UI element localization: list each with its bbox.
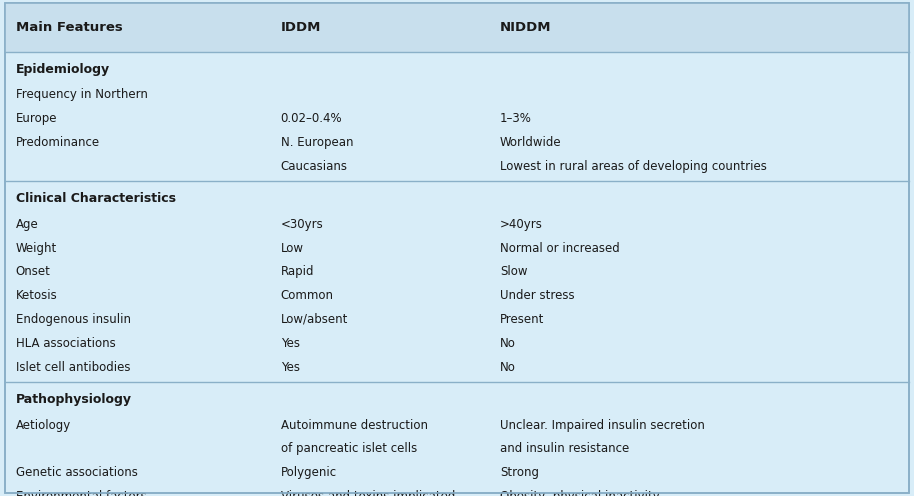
Text: NIDDM: NIDDM <box>500 21 551 34</box>
Text: Age: Age <box>16 218 38 231</box>
Text: Unclear. Impaired insulin secretion: Unclear. Impaired insulin secretion <box>500 419 705 432</box>
Text: Low: Low <box>281 242 303 254</box>
Text: Islet cell antibodies: Islet cell antibodies <box>16 361 130 373</box>
FancyBboxPatch shape <box>5 3 909 52</box>
Text: 0.02–0.4%: 0.02–0.4% <box>281 112 342 125</box>
Text: and insulin resistance: and insulin resistance <box>500 442 629 455</box>
Text: of pancreatic islet cells: of pancreatic islet cells <box>281 442 417 455</box>
Text: Weight: Weight <box>16 242 57 254</box>
Text: IDDM: IDDM <box>281 21 321 34</box>
Text: Rapid: Rapid <box>281 265 314 278</box>
Text: Onset: Onset <box>16 265 50 278</box>
Text: Yes: Yes <box>281 361 300 373</box>
Text: Autoimmune destruction: Autoimmune destruction <box>281 419 428 432</box>
Text: Environmental factors: Environmental factors <box>16 490 146 496</box>
Text: Genetic associations: Genetic associations <box>16 466 137 479</box>
Text: N. European: N. European <box>281 136 353 149</box>
Text: Low/absent: Low/absent <box>281 313 348 326</box>
Text: Present: Present <box>500 313 545 326</box>
Text: Yes: Yes <box>281 337 300 350</box>
Text: Strong: Strong <box>500 466 539 479</box>
Text: Under stress: Under stress <box>500 289 575 302</box>
Text: Slow: Slow <box>500 265 527 278</box>
Text: No: No <box>500 361 515 373</box>
Text: HLA associations: HLA associations <box>16 337 115 350</box>
Text: No: No <box>500 337 515 350</box>
FancyBboxPatch shape <box>5 3 909 493</box>
Text: Predominance: Predominance <box>16 136 100 149</box>
Text: Epidemiology: Epidemiology <box>16 62 110 76</box>
Text: Main Features: Main Features <box>16 21 122 34</box>
Text: Ketosis: Ketosis <box>16 289 58 302</box>
Text: Clinical Characteristics: Clinical Characteristics <box>16 192 175 205</box>
Text: Normal or increased: Normal or increased <box>500 242 620 254</box>
Text: Polygenic: Polygenic <box>281 466 336 479</box>
Text: Common: Common <box>281 289 334 302</box>
Text: Obesity, physical inactivity: Obesity, physical inactivity <box>500 490 660 496</box>
Text: Lowest in rural areas of developing countries: Lowest in rural areas of developing coun… <box>500 160 767 173</box>
Text: Europe: Europe <box>16 112 57 125</box>
Text: 1–3%: 1–3% <box>500 112 532 125</box>
Text: Frequency in Northern: Frequency in Northern <box>16 88 147 101</box>
Text: Endogenous insulin: Endogenous insulin <box>16 313 131 326</box>
Text: <30yrs: <30yrs <box>281 218 324 231</box>
Text: Aetiology: Aetiology <box>16 419 70 432</box>
Text: Caucasians: Caucasians <box>281 160 347 173</box>
Text: Worldwide: Worldwide <box>500 136 561 149</box>
Text: >40yrs: >40yrs <box>500 218 543 231</box>
Text: Pathophysiology: Pathophysiology <box>16 393 132 406</box>
Text: Viruses and toxins implicated: Viruses and toxins implicated <box>281 490 455 496</box>
